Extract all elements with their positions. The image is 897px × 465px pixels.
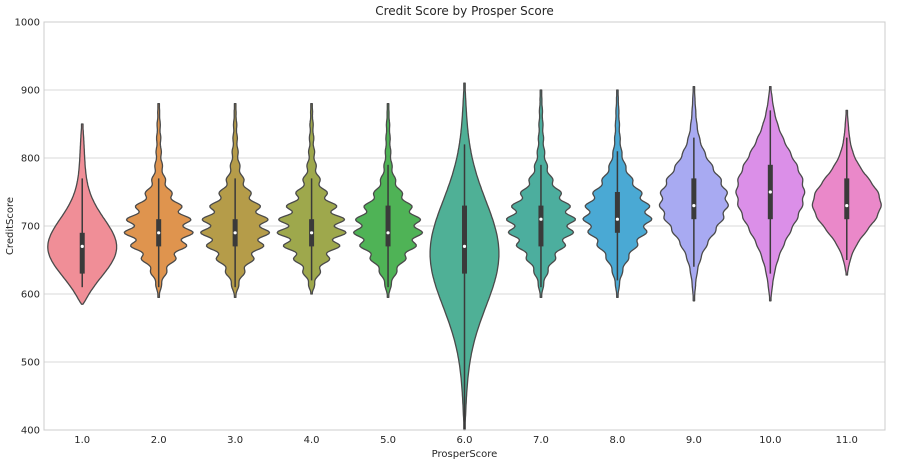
violin-median	[615, 217, 620, 221]
y-tick-label: 600	[21, 290, 40, 301]
violin-iqr-box	[844, 178, 850, 220]
x-tick-label: 8.0	[609, 435, 625, 446]
y-tick-label: 500	[21, 358, 40, 369]
violin-iqr-box	[462, 205, 467, 274]
x-tick-label: 4.0	[304, 435, 320, 446]
violin-median	[462, 244, 467, 248]
x-tick-label: 10.0	[759, 435, 781, 446]
violin-median	[386, 231, 390, 235]
x-tick-label: 11.0	[836, 435, 858, 446]
violin-median	[309, 231, 314, 235]
violin-iqr-box	[385, 205, 391, 247]
y-tick-label: 400	[21, 426, 40, 437]
violin-iqr-box	[538, 205, 544, 247]
violin-median	[539, 217, 543, 221]
violin-median	[157, 231, 161, 235]
y-tick-label: 1000	[15, 18, 40, 29]
violin-iqr-box	[79, 232, 85, 274]
violin-median	[692, 204, 696, 208]
y-tick-labels: 400 500 600 700 800 900 1000	[15, 18, 40, 437]
x-tick-labels: 1.0 2.0 3.0 4.0 5.0 6.0 7.0 8.0 9.0 10.0 11.0	[74, 435, 858, 446]
x-tick-label: 5.0	[380, 435, 396, 446]
violin-median	[80, 244, 84, 248]
plot-frame	[43, 21, 886, 431]
violin-iqr-box	[691, 178, 697, 220]
x-axis-label: ProsperScore	[432, 449, 498, 460]
x-tick-label: 9.0	[686, 435, 702, 446]
x-tick-label: 6.0	[457, 435, 473, 446]
violin-iqr-box	[614, 192, 620, 233]
violins	[47, 82, 882, 431]
chart-title: Credit Score by Prosper Score	[375, 4, 554, 18]
y-axis-label: CreditScore	[5, 197, 16, 255]
y-tick-label: 900	[21, 86, 40, 97]
y-tick-label: 700	[21, 222, 40, 233]
x-tick-label: 2.0	[151, 435, 167, 446]
y-tick-label: 800	[21, 154, 40, 165]
x-tick-label: 3.0	[227, 435, 243, 446]
x-tick-label: 7.0	[533, 435, 549, 446]
violin-median	[845, 204, 849, 208]
x-tick-label: 1.0	[74, 435, 90, 446]
violin-median	[233, 231, 237, 235]
violin-median	[768, 190, 772, 194]
